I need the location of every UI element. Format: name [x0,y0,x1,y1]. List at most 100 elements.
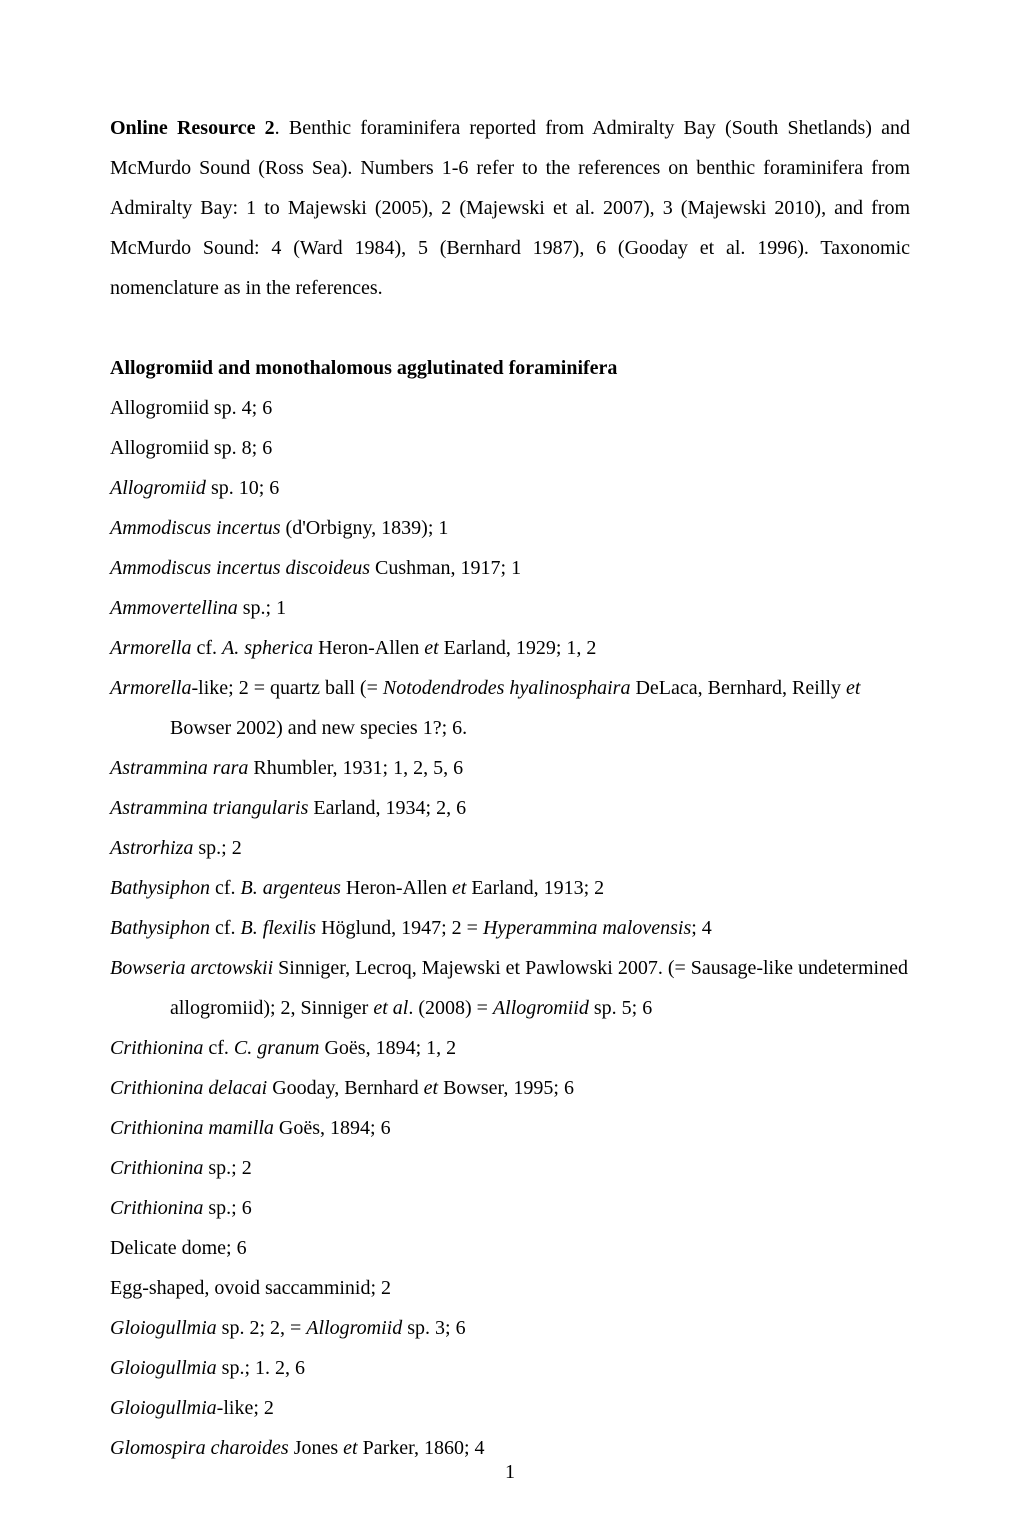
text-segment: Allogromiid sp. 8; 6 [110,437,272,459]
species-entry: Astrammina triangularis Earland, 1934; 2… [110,788,910,828]
italic-segment: A. spherica [222,637,313,659]
species-entry: Allogromiid sp. 10; 6 [110,468,910,508]
text-segment: Earland, 1913; 2 [466,877,604,899]
italic-segment: Hyperammina malovensis [483,917,691,939]
species-entry: Armorella cf. A. spherica Heron-Allen et… [110,628,910,668]
species-entry: Astrorhiza sp.; 2 [110,828,910,868]
text-segment: Goës, 1894; 1, 2 [319,1037,456,1059]
species-entry: Ammodiscus incertus (d'Orbigny, 1839); 1 [110,508,910,548]
text-segment: (d'Orbigny, 1839); 1 [281,517,449,539]
text-segment: -like; 2 = quartz ball (= [191,677,382,699]
species-entry: Bathysiphon cf. B. flexilis Höglund, 194… [110,908,910,948]
text-segment: Egg-shaped, ovoid saccamminid; 2 [110,1277,391,1299]
text-segment: Cushman, 1917; 1 [370,557,521,579]
italic-segment: Notodendrodes hyalinosphaira [383,677,631,699]
italic-segment: Allogromiid [110,477,206,499]
italic-segment: Astrorhiza [110,837,193,859]
text-segment: sp.; 1 [238,597,286,619]
italic-segment: B. argenteus [241,877,341,899]
species-entry: Bathysiphon cf. B. argenteus Heron-Allen… [110,868,910,908]
species-entry: Ammodiscus incertus discoideus Cushman, … [110,548,910,588]
text-segment: . (2008) = [408,997,493,1019]
text-segment: sp. 10; 6 [206,477,279,499]
italic-segment: Allogromiid [493,997,589,1019]
italic-segment: et [424,1077,438,1099]
italic-segment: Gloiogullmia [110,1357,217,1379]
italic-segment: C. granum [234,1037,320,1059]
species-list: Allogromiid sp. 4; 6 Allogromiid sp. 8; 6… [110,388,910,1468]
text-segment: Höglund, 1947; 2 = [316,917,483,939]
italic-segment: Ammodiscus incertus [110,517,281,539]
italic-segment: Crithionina mamilla [110,1117,274,1139]
text-segment: Allogromiid sp. 4; 6 [110,397,272,419]
italic-segment: et al [373,997,408,1019]
italic-segment: Armorella [110,677,191,699]
italic-segment: et [424,637,438,659]
italic-segment: B. flexilis [241,917,317,939]
species-entry: Gloiogullmia sp. 2; 2, = Allogromiid sp.… [110,1308,910,1348]
species-entry: Crithionina delacai Gooday, Bernhard et … [110,1068,910,1108]
text-segment: Delicate dome; 6 [110,1237,247,1259]
text-segment: sp.; 2 [193,837,241,859]
species-entry: Gloiogullmia sp.; 1. 2, 6 [110,1348,910,1388]
text-segment: Bowser 2002) and new species 1?; 6. [170,717,467,739]
italic-segment: Bathysiphon [110,917,210,939]
species-entry: Crithionina cf. C. granum Goës, 1894; 1,… [110,1028,910,1068]
italic-segment: Crithionina [110,1197,203,1219]
text-segment: sp. 2; 2, = [217,1317,307,1339]
section-gap [110,328,910,348]
text-segment: Heron-Allen [341,877,452,899]
species-entry: Astrammina rara Rhumbler, 1931; 1, 2, 5,… [110,748,910,788]
species-entry: Delicate dome; 6 [110,1228,910,1268]
species-entry: Armorella-like; 2 = quartz ball (= Notod… [110,668,910,748]
species-entry: Crithionina sp.; 6 [110,1188,910,1228]
text-segment: cf. [191,637,222,659]
species-entry: Bowseria arctowskii Sinniger, Lecroq, Ma… [110,948,910,1028]
species-entry: Crithionina mamilla Goës, 1894; 6 [110,1108,910,1148]
italic-segment: Bathysiphon [110,877,210,899]
text-segment: sp. 3; 6 [402,1317,465,1339]
text-segment: cf. [210,917,241,939]
text-segment: DeLaca, Bernhard, Reilly [630,677,845,699]
italic-segment: Crithionina [110,1037,203,1059]
species-entry: Egg-shaped, ovoid saccamminid; 2 [110,1268,910,1308]
italic-segment: Bowseria arctowskii [110,957,273,979]
italic-segment: Crithionina delacai [110,1077,267,1099]
text-segment: cf. [210,877,241,899]
text-segment: Earland, 1929; 1, 2 [439,637,597,659]
species-entry: Crithionina sp.; 2 [110,1148,910,1188]
italic-segment: et [846,677,860,699]
intro-lead-rest: . Benthic foraminifera reported from Adm… [110,117,910,299]
section-title: Allogromiid and monothalomous agglutinat… [110,348,910,388]
text-segment: cf. [203,1037,234,1059]
species-entry: Allogromiid sp. 8; 6 [110,428,910,468]
italic-segment: Armorella [110,637,191,659]
text-segment: Earland, 1934; 2, 6 [308,797,466,819]
page-number: 1 [0,1452,1020,1492]
text-segment: sp.; 2 [203,1157,251,1179]
italic-segment: Gloiogullmia [110,1397,217,1419]
intro-paragraph: Online Resource 2. Benthic foraminifera … [110,108,910,308]
text-segment: Gooday, Bernhard [267,1077,423,1099]
text-segment: -like; 2 [217,1397,274,1419]
species-entry: Allogromiid sp. 4; 6 [110,388,910,428]
text-segment: Bowser, 1995; 6 [438,1077,574,1099]
intro-lead-bold: Online Resource 2 [110,117,275,139]
italic-segment: Crithionina [110,1157,203,1179]
document-page: Online Resource 2. Benthic foraminifera … [0,0,1020,1528]
italic-segment: Ammovertellina [110,597,238,619]
text-segment: Goës, 1894; 6 [274,1117,391,1139]
italic-segment: Ammodiscus incertus discoideus [110,557,370,579]
italic-segment: Allogromiid [306,1317,402,1339]
text-segment: sp.; 6 [203,1197,251,1219]
text-segment: sp. 5; 6 [589,997,652,1019]
species-entry: Gloiogullmia-like; 2 [110,1388,910,1428]
species-entry: Ammovertellina sp.; 1 [110,588,910,628]
italic-segment: Astrammina rara [110,757,248,779]
italic-segment: Gloiogullmia [110,1317,217,1339]
text-segment: ; 4 [691,917,712,939]
text-segment: Heron-Allen [313,637,424,659]
italic-segment: Astrammina triangularis [110,797,308,819]
text-segment: sp.; 1. 2, 6 [217,1357,305,1379]
italic-segment: et [452,877,466,899]
